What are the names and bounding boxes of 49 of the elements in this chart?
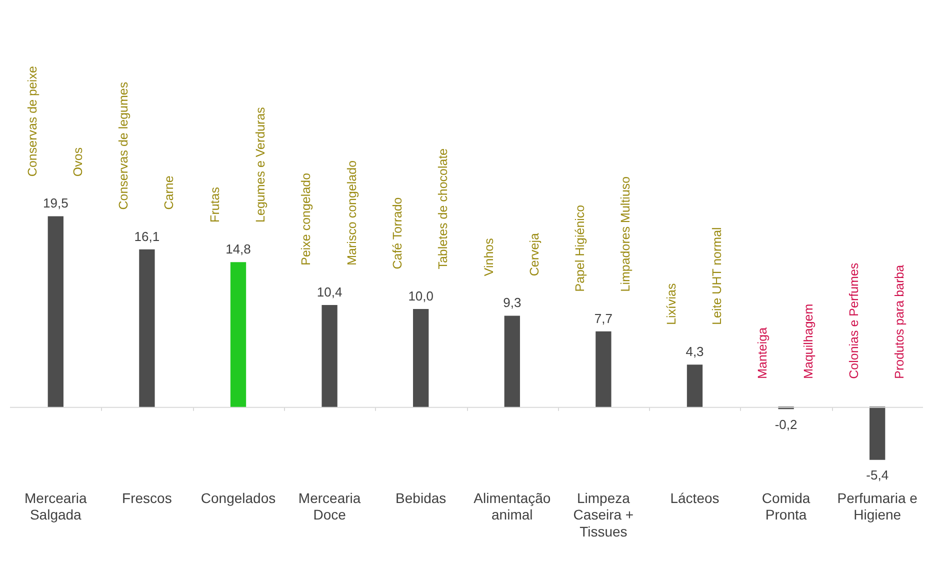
bar bbox=[413, 308, 429, 408]
text: Conservas de legumes bbox=[116, 82, 131, 210]
x-tick-label: Comida Pronta bbox=[762, 490, 810, 523]
data-label: 4,3 bbox=[686, 344, 704, 359]
data-label: 7,7 bbox=[594, 310, 612, 326]
annotation: Maquilhagem bbox=[801, 304, 816, 379]
annotation: Leite UHT normal bbox=[710, 227, 724, 325]
annotation: Papel Higiénico bbox=[573, 204, 588, 292]
annotation: Lixívias bbox=[664, 283, 678, 325]
bar bbox=[686, 364, 703, 408]
annotation: Vinhos bbox=[482, 238, 496, 276]
annotation: Colonias e Perfumes bbox=[846, 262, 861, 379]
data-label: 14,8 bbox=[226, 242, 251, 257]
x-tick-label: Frescos bbox=[122, 490, 172, 506]
annotation: Produtos para barba bbox=[892, 264, 907, 379]
annotation: Manteiga bbox=[756, 327, 770, 379]
x-tick-label: Bebidas bbox=[396, 490, 446, 506]
x-tick-label: Alimentação animal bbox=[474, 490, 551, 523]
data-label: 19,5 bbox=[42, 196, 68, 211]
x-tick-label: Lácteos bbox=[670, 490, 720, 506]
data-label: -0,2 bbox=[774, 416, 798, 432]
text: Ovos bbox=[70, 147, 85, 177]
data-label: 16,1 bbox=[134, 228, 160, 244]
x-tick-label: Limpeza Caseira + Tissues bbox=[573, 490, 634, 540]
annotation: Café Torrado bbox=[390, 197, 404, 270]
bar bbox=[596, 331, 612, 408]
annotation: Cerveja bbox=[527, 233, 542, 276]
x-tick-label: Perfumaria e Higiene bbox=[837, 490, 918, 523]
text: Conservas de peixe bbox=[25, 66, 40, 177]
annotation: Tabletes de chocolate bbox=[436, 148, 450, 270]
data-label: 10,0 bbox=[408, 288, 434, 304]
annotation: Peixe congelado bbox=[299, 172, 314, 266]
annotation: Marisco congelado bbox=[344, 160, 359, 266]
bar bbox=[230, 262, 246, 408]
bar bbox=[870, 406, 886, 460]
annotation: Frutas bbox=[208, 187, 222, 222]
bar bbox=[48, 216, 64, 408]
data-label: 9,3 bbox=[503, 295, 522, 310]
bar bbox=[139, 249, 155, 408]
bar bbox=[504, 316, 520, 408]
x-tick-label: Congelados bbox=[200, 490, 276, 506]
data-label: 10,4 bbox=[316, 284, 342, 300]
text: Carne bbox=[162, 176, 176, 210]
annotation: Limpadores Multiuso bbox=[618, 176, 633, 292]
x-tick-label: Mercearia Salgada bbox=[24, 490, 87, 523]
annotation: Legumes e Verduras bbox=[254, 107, 268, 222]
bar bbox=[322, 305, 338, 408]
data-label: -5,4 bbox=[866, 468, 889, 483]
x-tick-label: Mercearia Doce bbox=[298, 490, 361, 523]
